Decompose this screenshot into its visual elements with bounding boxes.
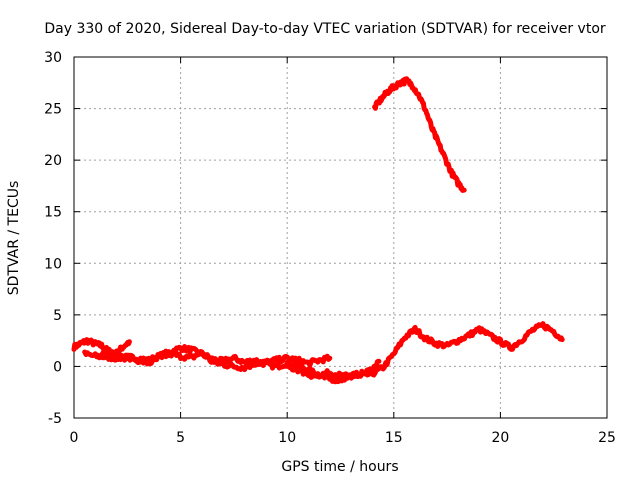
x-tick-label: 20 (491, 430, 509, 446)
y-tick-label: 0 (53, 359, 62, 375)
plot-frame (73, 56, 608, 419)
y-tick-label: -5 (48, 411, 62, 427)
series-line (92, 349, 333, 373)
series-line (82, 321, 565, 380)
y-tick-label: 30 (44, 50, 62, 66)
axis-ticks: 0 5 10 15 20 25 -5 0 5 10 15 20 25 30 (44, 50, 616, 446)
y-tick-label: 20 (44, 153, 62, 169)
x-axis-label: GPS time / hours (281, 459, 398, 475)
y-tick-label: 5 (53, 308, 62, 324)
series-line (372, 76, 467, 193)
x-tick-label: 15 (385, 430, 403, 446)
chart-title: Day 330 of 2020, Sidereal Day-to-day VTE… (44, 21, 606, 37)
x-tick-label: 10 (278, 430, 296, 446)
y-tick-label: 10 (44, 256, 62, 272)
y-axis-label: SDTVAR / TECUs (6, 181, 22, 296)
grid (74, 57, 607, 418)
x-tick-label: 25 (598, 430, 616, 446)
series-line (284, 358, 382, 385)
x-tick-label: 0 (70, 430, 79, 446)
y-tick-label: 25 (44, 102, 62, 118)
x-tick-label: 5 (176, 430, 185, 446)
series-line (71, 337, 132, 357)
data-series (71, 76, 565, 385)
y-tick-label: 15 (44, 205, 62, 221)
